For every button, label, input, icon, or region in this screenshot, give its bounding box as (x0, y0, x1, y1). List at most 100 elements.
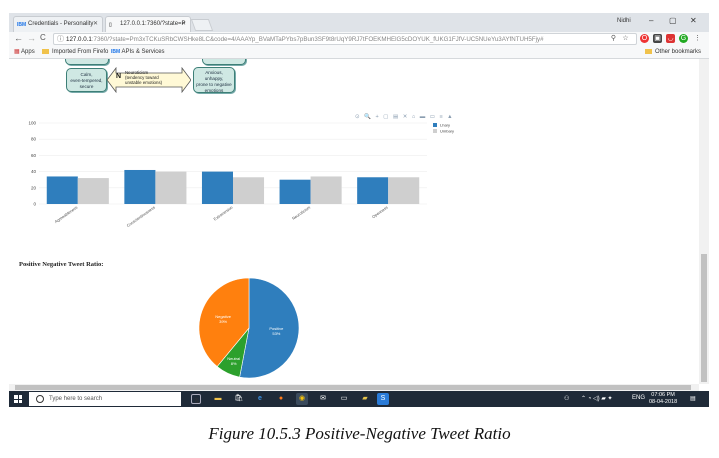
bar (388, 177, 420, 204)
bookmark-label: Imported From Firefo (52, 49, 109, 55)
file-explorer-icon[interactable]: ▬ (214, 395, 222, 402)
diagram-text: (tendency toward (125, 75, 159, 81)
green-extension-icon[interactable]: G (679, 34, 688, 43)
bookmarks-bar: ▦ Apps Imported From Firefo IBM APIs & S… (9, 47, 709, 59)
clock-time: 07:06 PM (651, 392, 675, 398)
y-tick-label: 0 (33, 202, 36, 207)
pie-slice (198, 277, 250, 367)
language-indicator[interactable]: ENG (632, 395, 646, 401)
bar (155, 171, 187, 204)
bar (310, 176, 342, 204)
diagram-box-top-right (202, 59, 246, 65)
diagram-text: even-tempered, (70, 78, 103, 83)
star-icon[interactable]: ☆ (622, 35, 629, 42)
profile-name[interactable]: Nidhi (617, 18, 631, 24)
notifications-icon[interactable]: ▤ (690, 396, 696, 402)
reload-icon[interactable]: C (40, 33, 46, 42)
new-tab-button[interactable] (190, 19, 214, 31)
bookmark-imported[interactable]: Imported From Firefo (42, 47, 108, 58)
close-tab-icon[interactable]: ✕ (92, 21, 98, 27)
slice-percent: 39% (219, 319, 227, 324)
legend-swatch (433, 123, 437, 127)
tab-localhost[interactable]: ▯ 127.0.0.1:7360/?state=P ✕ (105, 16, 191, 32)
bar-chart: 0 20 40 60 80 100 Agreeableness Conscientiousne… (28, 121, 454, 229)
mail-icon[interactable]: ✉ (320, 395, 326, 402)
opera-extension-icon[interactable]: O (640, 34, 649, 43)
chart-modebar[interactable]: ⊙ 🔍 + ▢ ▤ ✕ ⌂ ▬ ▭ ≡ ▲ (355, 114, 455, 120)
diagram-text: prone to negative (196, 82, 232, 87)
bookmark-label: Other bookmarks (655, 49, 702, 55)
x-tick-label: Conscientiousness (126, 205, 156, 228)
sticky-notes-icon[interactable]: ▰ (362, 395, 368, 402)
tab-credentials[interactable]: IBM Credentials - Personality ✕ (13, 16, 103, 32)
x-tick-label: Agreeableness (54, 205, 79, 224)
people-icon[interactable]: ⚇ (564, 396, 570, 402)
search-placeholder: Type here to search (49, 396, 103, 402)
slice-percent: 53% (272, 331, 280, 336)
diagram-text: unstable emotions) (125, 80, 163, 86)
y-tick-label: 60 (31, 153, 37, 158)
close-window-icon[interactable]: ✕ (690, 16, 697, 25)
slice-label: Neutral (227, 356, 240, 361)
microphone-icon[interactable]: 🎙 (193, 399, 201, 405)
diagram-text: Neuroticism (125, 70, 149, 75)
bookmark-label: APIs & Services (121, 49, 165, 55)
scrollbar-thumb[interactable] (701, 254, 707, 382)
legend-label: Umbary (440, 129, 454, 134)
menu-icon[interactable]: ⋮ (694, 35, 701, 42)
diagram-text: Calm, (80, 72, 93, 77)
diagram-text: secure (79, 84, 94, 89)
vertical-scrollbar[interactable] (699, 59, 709, 384)
y-tick-label: 100 (28, 121, 36, 126)
y-tick-label: 80 (31, 137, 37, 142)
windows-start-icon[interactable] (14, 395, 22, 403)
store-icon[interactable]: 🛍 (234, 395, 244, 402)
close-tab-icon[interactable]: ✕ (180, 21, 186, 27)
info-icon[interactable]: ⓘ (57, 36, 64, 43)
address-bar[interactable]: ⓘ 127.0.0.1:7360/?state=Pm3xTCKuSRbCWSHk… (53, 33, 637, 45)
tab-title: Credentials - Personality (28, 21, 94, 27)
apps-bookmark[interactable]: ▦ Apps (14, 47, 35, 58)
y-tick-label: 40 (31, 169, 37, 174)
maximize-icon[interactable]: ▢ (669, 16, 677, 25)
clock-date: 08-04-2018 (649, 399, 678, 405)
ibm-favicon-icon: IBM (17, 22, 27, 28)
bookmark-apis[interactable]: IBM APIs & Services (111, 47, 165, 58)
folder-icon (645, 48, 652, 54)
chrome-icon[interactable]: ◉ (296, 393, 308, 405)
other-bookmarks[interactable]: Other bookmarks (645, 47, 701, 58)
diagram-text: emotions (204, 88, 224, 93)
system-tray-icons[interactable]: ⌃ ◔ ◁) ▰ ✦ (581, 396, 613, 402)
firefox-icon[interactable]: ● (278, 395, 284, 402)
horizontal-scrollbar[interactable] (9, 384, 699, 391)
clock[interactable]: 07:06 PM 08-04-2018 (649, 392, 677, 406)
app-icon[interactable]: ▭ (340, 395, 348, 402)
bar (46, 176, 78, 204)
slice-label: Negative (215, 314, 232, 319)
bar (357, 177, 389, 204)
forward-icon[interactable]: → (27, 33, 36, 43)
task-view-icon[interactable] (191, 394, 201, 404)
pocket-icon[interactable]: ◡ (666, 34, 675, 43)
diagram-box-anxious: Anxious, unhappy, prone to negative emot… (193, 67, 235, 93)
diagram-text: Anxious, (205, 70, 223, 75)
bar (124, 169, 156, 204)
neuroticism-arrow (107, 67, 191, 93)
bar (279, 179, 311, 204)
taskbar-search-input[interactable]: Type here to search 🎙 (29, 392, 201, 406)
zoom-icon[interactable]: ⚲ (610, 35, 617, 42)
tab-title: 127.0.0.1:7360/?state=P (120, 21, 186, 27)
back-icon[interactable]: ← (14, 33, 23, 43)
y-tick-label: 20 (31, 185, 37, 190)
neuroticism-label: Neuroticism (tendency toward unstable em… (125, 70, 162, 86)
skype-icon[interactable]: S (377, 393, 389, 405)
slice-label: Positive (269, 326, 284, 331)
page-content: Calm, even-tempered, secure N Neuroticis… (9, 59, 699, 384)
apps-grid-icon: ▦ (14, 49, 20, 55)
url-host: 127.0.0.1 (66, 36, 92, 43)
minimize-icon[interactable]: – (649, 16, 654, 25)
extension-icon[interactable]: ▣ (653, 34, 662, 43)
edge-icon[interactable]: e (258, 395, 262, 402)
scrollbar-thumb[interactable] (15, 385, 691, 390)
